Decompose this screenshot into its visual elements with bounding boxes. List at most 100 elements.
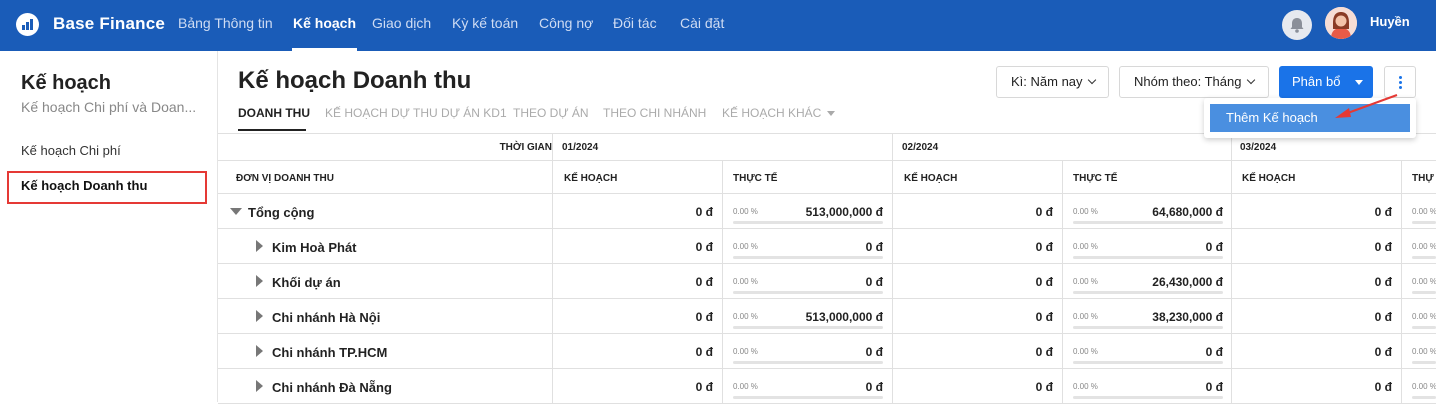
sidebar-item-cost-plan[interactable]: Kế hoạch Chi phí <box>21 143 121 158</box>
row-label: Kim Hoà Phát <box>272 240 357 255</box>
more-options-button[interactable] <box>1384 66 1416 98</box>
plan-value[interactable]: 0 đ <box>1374 380 1392 394</box>
period-select[interactable]: Kì: Năm nay <box>996 66 1109 98</box>
row-label: Tổng cộng <box>248 205 315 220</box>
progress-bar <box>1073 396 1223 399</box>
progress-bar <box>1412 291 1436 294</box>
table-row[interactable]: Khối dự án 0 đ 0.00 % 0 đ 0 đ 0.00 % 26,430,00… <box>218 264 1436 299</box>
plan-value[interactable]: 0 đ <box>1374 240 1392 254</box>
table-header-periods: THỜI GIAN 01/2024 02/2024 03/2024 <box>218 134 1436 161</box>
percent-value: 0.00 % <box>733 382 758 391</box>
actual-value: 513,000,000 đ <box>805 205 883 219</box>
actual-value: 26,430,000 đ <box>1152 275 1223 289</box>
period-header: 03/2024 <box>1240 142 1277 153</box>
percent-value: 0.00 % <box>1073 347 1098 356</box>
period-select-label: Kì: Năm nay <box>1011 74 1083 89</box>
nav-partners[interactable]: Đối tác <box>613 15 657 31</box>
plan-value[interactable]: 0 đ <box>695 310 713 324</box>
sidebar-subtitle: Kế hoạch Chi phí và Doan... <box>21 99 197 115</box>
percent-value: 0.00 % <box>1412 347 1436 356</box>
unit-header: ĐƠN VỊ DOANH THU <box>236 173 334 184</box>
plan-value[interactable]: 0 đ <box>1035 310 1053 324</box>
actual-value: 0 đ <box>1205 380 1223 394</box>
actual-header: THỰ <box>1412 173 1434 184</box>
percent-value: 0.00 % <box>1412 312 1436 321</box>
table-row[interactable]: Chi nhánh Đà Nẵng 0 đ 0.00 % 0 đ 0 đ 0.00 % 0 … <box>218 369 1436 404</box>
nav-accounting-period[interactable]: Kỳ kế toán <box>452 15 519 31</box>
progress-bar <box>733 326 883 329</box>
actual-header: THỰC TẾ <box>1073 173 1118 184</box>
progress-bar <box>733 361 883 364</box>
row-label: Chi nhánh Hà Nội <box>272 310 381 325</box>
actual-value: 513,000,000 đ <box>805 310 883 324</box>
period-header: 01/2024 <box>562 142 599 153</box>
progress-bar <box>1073 256 1223 259</box>
tab-other-plans[interactable]: KẾ HOẠCH KHÁC <box>722 106 836 120</box>
revenue-plan-table: THỜI GIAN 01/2024 02/2024 03/2024 ĐƠN VỊ… <box>218 133 1436 404</box>
plan-value[interactable]: 0 đ <box>1374 310 1392 324</box>
tab-kd1-project-plan[interactable]: KẾ HOẠCH DỰ THU DỰ ÁN KD1 <box>325 106 507 120</box>
plan-value[interactable]: 0 đ <box>1035 380 1053 394</box>
table-row[interactable]: Kim Hoà Phát 0 đ 0.00 % 0 đ 0 đ 0.00 % 0 đ 0 đ 0… <box>218 229 1436 264</box>
plan-value[interactable]: 0 đ <box>695 345 713 359</box>
nav-settings[interactable]: Cài đặt <box>680 15 725 31</box>
progress-bar <box>733 256 883 259</box>
sidebar-item-revenue-plan[interactable]: Kế hoạch Doanh thu <box>21 178 148 193</box>
percent-value: 0.00 % <box>1073 207 1098 216</box>
username[interactable]: Huyền <box>1370 14 1410 29</box>
plan-value[interactable]: 0 đ <box>1035 345 1053 359</box>
expand-triangle-icon[interactable] <box>256 275 263 287</box>
allocate-button[interactable]: Phân bổ <box>1279 66 1373 98</box>
progress-bar <box>1073 221 1223 224</box>
plan-value[interactable]: 0 đ <box>1035 240 1053 254</box>
tab-by-branch[interactable]: THEO CHI NHÁNH <box>603 106 707 120</box>
sidebar-title: Kế hoạch <box>21 72 112 94</box>
collapse-triangle-icon[interactable] <box>230 208 242 215</box>
plan-value[interactable]: 0 đ <box>695 275 713 289</box>
plan-value[interactable]: 0 đ <box>1035 275 1053 289</box>
plan-value[interactable]: 0 đ <box>1374 205 1392 219</box>
tab-revenue[interactable]: DOANH THU <box>238 106 310 120</box>
plan-value[interactable]: 0 đ <box>695 380 713 394</box>
sidebar: Kế hoạch Kế hoạch Chi phí và Doan... Kế … <box>0 51 218 402</box>
plan-value[interactable]: 0 đ <box>1374 345 1392 359</box>
row-label: Chi nhánh TP.HCM <box>272 345 388 360</box>
nav-debts[interactable]: Công nợ <box>539 15 594 31</box>
table-row[interactable]: Chi nhánh Hà Nội 0 đ 0.00 % 513,000,000 đ 0 … <box>218 299 1436 334</box>
expand-triangle-icon[interactable] <box>256 380 263 392</box>
chevron-down-icon <box>1246 75 1256 85</box>
percent-value: 0.00 % <box>1412 382 1436 391</box>
logo-icon[interactable] <box>16 13 39 36</box>
plan-value[interactable]: 0 đ <box>695 240 713 254</box>
nav-planning[interactable]: Kế hoạch <box>292 0 358 51</box>
percent-value: 0.00 % <box>733 207 758 216</box>
brand-name[interactable]: Base Finance <box>53 14 166 33</box>
avatar[interactable] <box>1325 7 1357 39</box>
progress-bar <box>1412 326 1436 329</box>
nav-transactions[interactable]: Giao dịch <box>372 15 432 31</box>
tab-by-project[interactable]: THEO DỰ ÁN <box>513 106 589 120</box>
nav-dashboard[interactable]: Bảng Thông tin <box>178 15 273 31</box>
plan-value[interactable]: 0 đ <box>695 205 713 219</box>
progress-bar <box>1412 361 1436 364</box>
notification-bell-icon[interactable] <box>1282 10 1312 40</box>
plan-value[interactable]: 0 đ <box>1374 275 1392 289</box>
active-tab-indicator <box>238 129 306 131</box>
expand-triangle-icon[interactable] <box>256 240 263 252</box>
percent-value: 0.00 % <box>733 242 758 251</box>
add-plan-menu-item[interactable]: Thêm Kế hoạch <box>1210 104 1410 132</box>
plan-value[interactable]: 0 đ <box>1035 205 1053 219</box>
allocate-button-label: Phân bổ <box>1292 74 1341 89</box>
top-navbar: Base Finance Bảng Thông tin Kế hoạch Gia… <box>0 0 1436 51</box>
actual-value: 0 đ <box>865 380 883 394</box>
progress-bar <box>1073 326 1223 329</box>
expand-triangle-icon[interactable] <box>256 345 263 357</box>
actual-value: 0 đ <box>865 345 883 359</box>
expand-triangle-icon[interactable] <box>256 310 263 322</box>
table-row[interactable]: Chi nhánh TP.HCM 0 đ 0.00 % 0 đ 0 đ 0.00 % 0 đ… <box>218 334 1436 369</box>
group-by-select[interactable]: Nhóm theo: Tháng <box>1119 66 1269 98</box>
progress-bar <box>1412 396 1436 399</box>
plan-header: KẾ HOẠCH <box>564 173 618 184</box>
tab-other-plans-label: KẾ HOẠCH KHÁC <box>722 106 822 120</box>
table-row[interactable]: Tổng cộng 0 đ 0.00 % 513,000,000 đ 0 đ 0.00 %… <box>218 194 1436 229</box>
